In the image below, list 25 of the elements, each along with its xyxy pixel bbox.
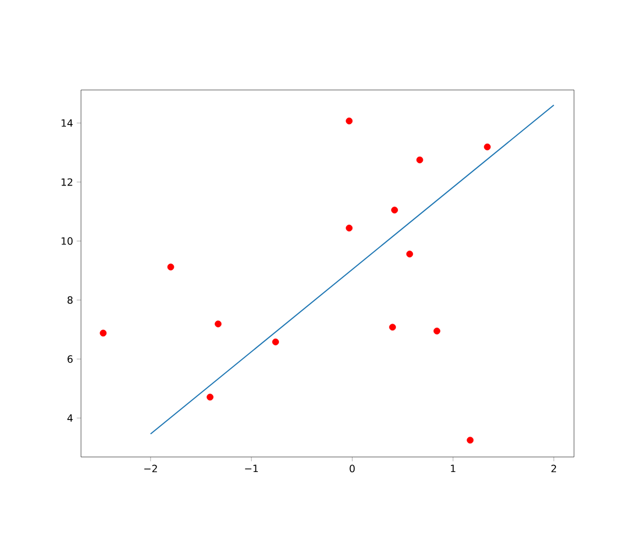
point bbox=[167, 264, 174, 270]
point bbox=[484, 144, 491, 150]
y-tick-label: 8 bbox=[68, 296, 73, 304]
point bbox=[406, 250, 414, 258]
point bbox=[416, 156, 424, 164]
point bbox=[391, 206, 398, 214]
point bbox=[346, 118, 353, 124]
point bbox=[100, 330, 107, 336]
x-tick-label: 0 bbox=[350, 464, 355, 472]
y-tick-label: 6 bbox=[68, 355, 73, 363]
point bbox=[466, 436, 474, 444]
point bbox=[272, 338, 279, 346]
x-tick-label: 1 bbox=[450, 464, 456, 472]
y-tick-label: 12 bbox=[62, 178, 72, 186]
x-tick-label: 2 bbox=[551, 464, 556, 472]
point bbox=[346, 224, 353, 232]
point bbox=[434, 328, 440, 334]
y-tick-label: 14 bbox=[62, 119, 73, 127]
y-tick-label: 4 bbox=[67, 414, 73, 422]
point bbox=[206, 394, 214, 400]
y-tick-label: 10 bbox=[62, 237, 73, 245]
x-tick-label: −1 bbox=[245, 464, 258, 472]
point bbox=[214, 320, 222, 328]
x-tick-label: −2 bbox=[144, 464, 157, 472]
point bbox=[389, 324, 396, 331]
